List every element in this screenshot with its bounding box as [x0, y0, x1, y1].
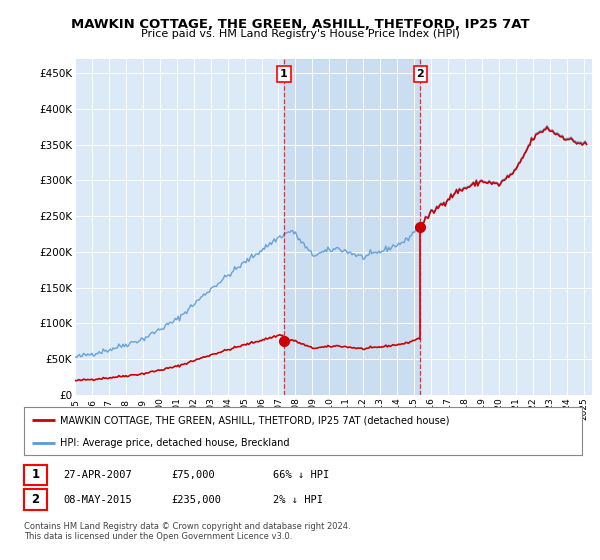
- Text: Contains HM Land Registry data © Crown copyright and database right 2024.
This d: Contains HM Land Registry data © Crown c…: [24, 522, 350, 542]
- Text: MAWKIN COTTAGE, THE GREEN, ASHILL, THETFORD, IP25 7AT (detached house): MAWKIN COTTAGE, THE GREEN, ASHILL, THETF…: [60, 416, 450, 426]
- Text: 27-APR-2007: 27-APR-2007: [63, 470, 132, 480]
- Text: 1: 1: [31, 468, 40, 482]
- Text: £75,000: £75,000: [171, 470, 215, 480]
- Text: 2: 2: [31, 493, 40, 506]
- Text: 2: 2: [416, 69, 424, 79]
- Text: MAWKIN COTTAGE, THE GREEN, ASHILL, THETFORD, IP25 7AT: MAWKIN COTTAGE, THE GREEN, ASHILL, THETF…: [71, 18, 529, 31]
- Text: 66% ↓ HPI: 66% ↓ HPI: [273, 470, 329, 480]
- Text: HPI: Average price, detached house, Breckland: HPI: Average price, detached house, Brec…: [60, 438, 290, 448]
- Text: 2% ↓ HPI: 2% ↓ HPI: [273, 494, 323, 505]
- Text: 08-MAY-2015: 08-MAY-2015: [63, 494, 132, 505]
- Text: 1: 1: [280, 69, 288, 79]
- Text: Price paid vs. HM Land Registry's House Price Index (HPI): Price paid vs. HM Land Registry's House …: [140, 29, 460, 39]
- Bar: [284, 59, 420, 395]
- Text: £235,000: £235,000: [171, 494, 221, 505]
